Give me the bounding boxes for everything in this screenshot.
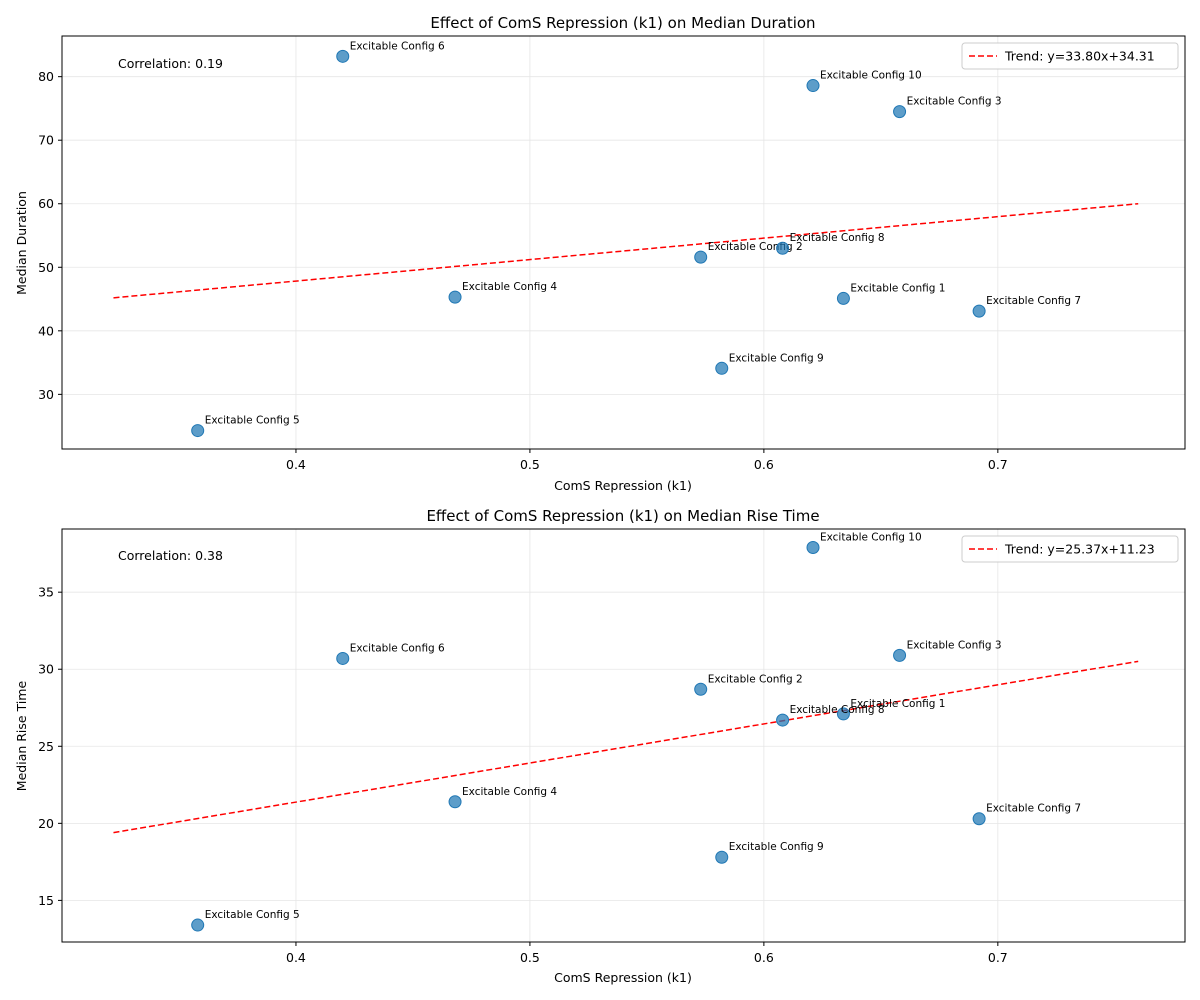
point-label: Excitable Config 1 [850, 282, 945, 294]
point-label: Excitable Config 9 [729, 352, 824, 364]
legend: Trend: y=33.80x+34.31 [961, 42, 1179, 70]
data-point [972, 812, 986, 826]
point-label: Excitable Config 10 [820, 70, 922, 82]
y-axis-label: Median Rise Time [14, 681, 29, 792]
point-label: Excitable Config 5 [205, 909, 300, 921]
data-point [448, 290, 462, 304]
point-label: Excitable Config 8 [790, 704, 885, 716]
point-label: Excitable Config 8 [790, 232, 885, 244]
point-label: Excitable Config 1 [850, 698, 945, 710]
y-tick-label: 30 [38, 662, 54, 677]
x-axis-label: ComS Repression (k1) [554, 970, 692, 985]
data-point [806, 540, 820, 554]
x-tick-label: 0.6 [754, 457, 774, 472]
data-point [715, 850, 729, 864]
gridlines [62, 529, 1185, 942]
x-tick-label: 0.5 [520, 950, 540, 965]
y-tick-label: 35 [38, 585, 54, 600]
trend-line [113, 660, 1139, 834]
data-point [336, 49, 350, 63]
point-label: Excitable Config 10 [820, 531, 922, 543]
y-tick-label: 40 [38, 323, 54, 338]
x-tick-label: 0.4 [286, 950, 306, 965]
point-label: Excitable Config 3 [907, 96, 1002, 108]
legend: Trend: y=25.37x+11.23 [961, 535, 1179, 563]
data-point [694, 682, 708, 696]
data-point [336, 651, 350, 665]
data-point [715, 361, 729, 375]
chart-title: Effect of ComS Repression (k1) on Median… [430, 14, 815, 32]
data-point [776, 713, 790, 727]
data-point [893, 105, 907, 119]
x-axis-label: ComS Repression (k1) [554, 478, 692, 493]
point-label: Excitable Config 4 [462, 281, 557, 293]
chart-title: Effect of ComS Repression (k1) on Median… [426, 507, 819, 525]
correlation-annotation: Correlation: 0.38 [118, 548, 223, 563]
point-label: Excitable Config 3 [907, 639, 1002, 651]
data-point [448, 795, 462, 809]
data-point [972, 304, 986, 318]
x-tick-label: 0.6 [754, 950, 774, 965]
plot-frame [61, 528, 1186, 943]
chart-panel-duration: Effect of ComS Repression (k1) on Median… [14, 14, 1186, 493]
data-point [836, 707, 850, 721]
data-point [893, 648, 907, 662]
trend-line [113, 203, 1139, 299]
y-tick-label: 15 [38, 893, 54, 908]
x-tick-label: 0.5 [520, 457, 540, 472]
data-point [191, 424, 205, 438]
gridlines [62, 36, 1185, 449]
data-point [191, 918, 205, 932]
point-label: Excitable Config 4 [462, 786, 557, 798]
data-point [776, 241, 790, 255]
legend-box [961, 535, 1179, 563]
point-label: Excitable Config 7 [986, 295, 1081, 307]
y-tick-label: 60 [38, 196, 54, 211]
y-tick-label: 70 [38, 133, 54, 148]
y-tick-label: 50 [38, 260, 54, 275]
y-tick-label: 30 [38, 387, 54, 402]
plot-frame [61, 35, 1186, 450]
point-label: Excitable Config 5 [205, 415, 300, 427]
data-point [836, 291, 850, 305]
data-point [694, 250, 708, 264]
point-label: Excitable Config 9 [729, 841, 824, 853]
point-label: Excitable Config 6 [350, 642, 445, 654]
chart-panel-rise-time: Effect of ComS Repression (k1) on Median… [14, 507, 1186, 985]
legend-box [961, 42, 1179, 70]
point-label: Excitable Config 2 [708, 673, 803, 685]
point-label: Excitable Config 6 [350, 40, 445, 52]
x-tick-label: 0.7 [988, 457, 1008, 472]
y-tick-label: 25 [38, 739, 54, 754]
x-tick-label: 0.7 [988, 950, 1008, 965]
y-tick-label: 20 [38, 816, 54, 831]
legend-label: Trend: y=33.80x+34.31 [1004, 49, 1155, 64]
x-tick-label: 0.4 [286, 457, 306, 472]
data-point [806, 79, 820, 93]
point-label: Excitable Config 7 [986, 803, 1081, 815]
y-axis-label: Median Duration [14, 191, 29, 295]
legend-label: Trend: y=25.37x+11.23 [1004, 542, 1155, 557]
y-tick-label: 80 [38, 69, 54, 84]
correlation-annotation: Correlation: 0.19 [118, 56, 223, 71]
